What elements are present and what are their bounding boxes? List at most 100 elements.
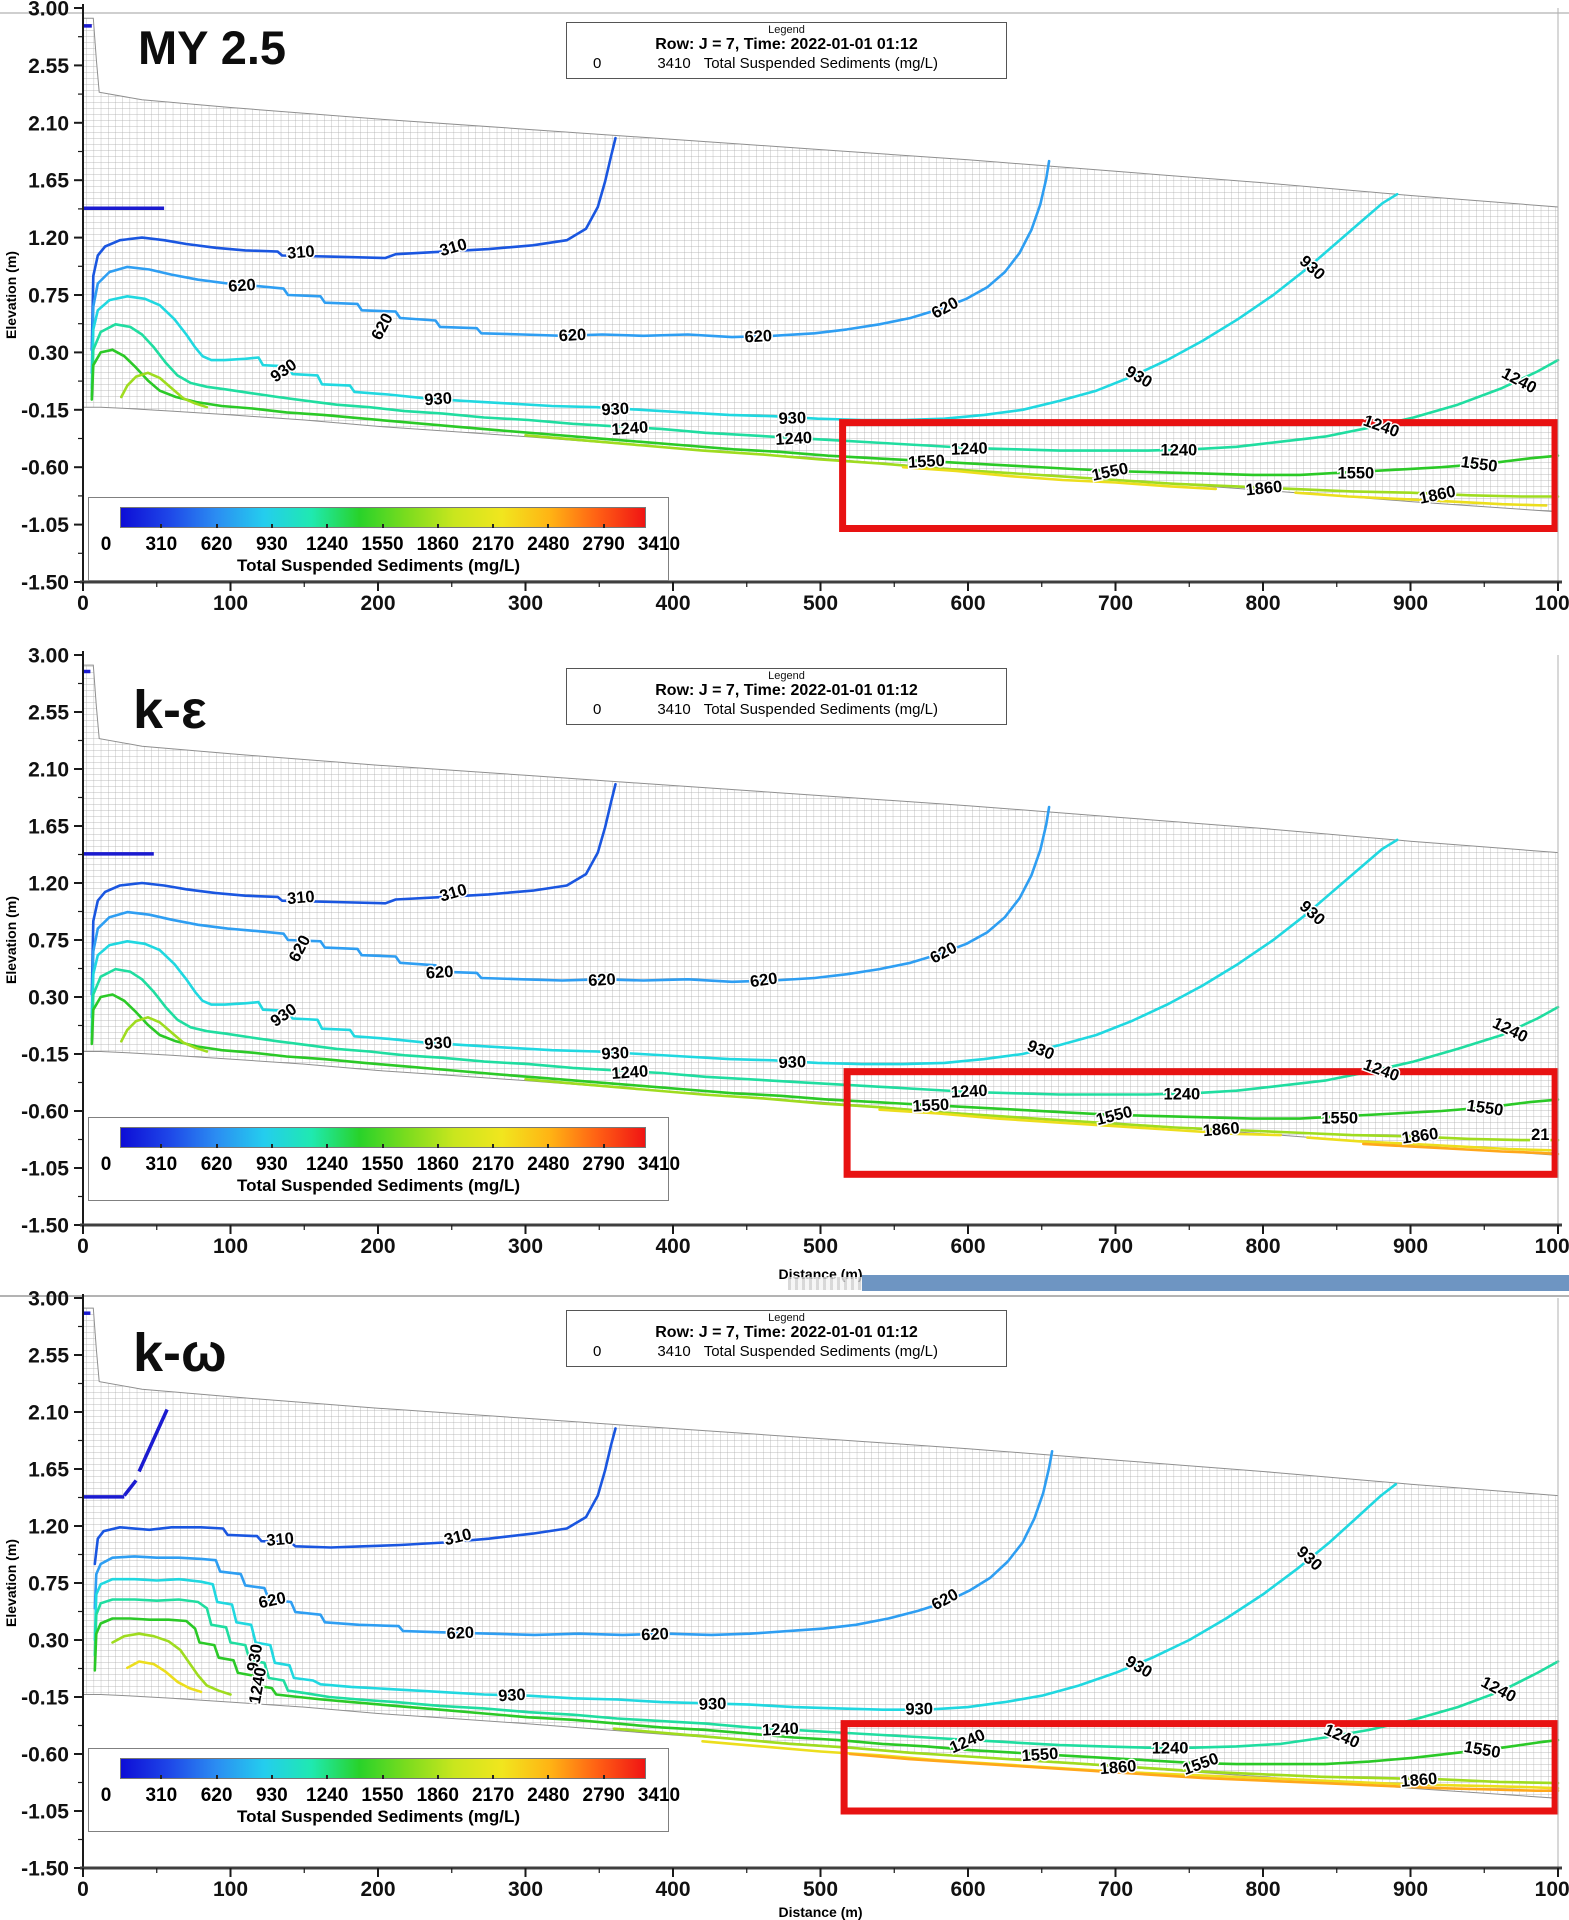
contour-1860-line bbox=[111, 1632, 232, 1696]
colorbar-tick bbox=[547, 1144, 550, 1148]
y-tick-label: 2.55 bbox=[28, 702, 69, 725]
legend-header: Legend bbox=[768, 670, 805, 682]
contour-1860-label: 1860 bbox=[1099, 1757, 1137, 1778]
y-tick-label: -0.15 bbox=[21, 399, 69, 422]
colorbar-tick-label: 1860 bbox=[416, 1154, 459, 1175]
x-tick-label: 800 bbox=[1245, 1878, 1280, 1901]
contour-1240-label: 1240 bbox=[951, 439, 988, 458]
contour-1550-label: 1550 bbox=[1021, 1745, 1059, 1766]
colorbar-tick bbox=[326, 1144, 329, 1148]
colorbar-tick-label: 310 bbox=[145, 534, 178, 555]
colorbar-tick bbox=[602, 524, 605, 528]
colorbar-tick-label: 1240 bbox=[306, 1154, 349, 1175]
contour-620-line bbox=[90, 805, 1051, 1019]
y-tick-label: 1.20 bbox=[28, 227, 69, 250]
y-tick-label: 0.30 bbox=[28, 342, 69, 365]
y-tick-label: -1.50 bbox=[21, 1215, 69, 1238]
contour-930-label: 930 bbox=[778, 1053, 806, 1072]
contour-1860-label: 1860 bbox=[1400, 1770, 1438, 1791]
colorbar-tick bbox=[215, 524, 218, 528]
colorbar-tick bbox=[381, 524, 384, 528]
legend-max: 3410 bbox=[657, 701, 691, 718]
highlight-red-box bbox=[839, 419, 1559, 533]
contour-620-label: 620 bbox=[446, 1624, 474, 1643]
colorbar-tick bbox=[602, 1144, 605, 1148]
y-axis-title: Elevation (m) bbox=[3, 1539, 19, 1627]
legend-box: Legend Row: J = 7, Time: 2022-01-01 01:1… bbox=[566, 668, 1007, 725]
colorbar-tick bbox=[492, 1144, 495, 1148]
x-tick-label: 200 bbox=[360, 1235, 395, 1258]
colorbar-tick-label: 930 bbox=[256, 534, 288, 555]
y-tick-label: -1.05 bbox=[21, 514, 69, 537]
contour-930-label: 930 bbox=[699, 1695, 727, 1714]
colorbar-tick-label: 930 bbox=[256, 1154, 288, 1175]
legend-series-label: Total Suspended Sediments (mg/L) bbox=[703, 1343, 939, 1360]
contour-1240-label: 1240 bbox=[611, 418, 649, 439]
legend-range-entry: 0 3410 Total Suspended Sediments (mg/L) bbox=[567, 701, 1006, 718]
legend-row-time: Row: J = 7, Time: 2022-01-01 01:12 bbox=[655, 36, 918, 53]
colorbar-tick-label: 310 bbox=[145, 1154, 178, 1175]
y-tick-label: -0.60 bbox=[21, 1744, 69, 1767]
y-tick-label: 2.55 bbox=[28, 1345, 69, 1368]
y-tick-label: 0.30 bbox=[28, 987, 69, 1010]
contour-620-label: 620 bbox=[744, 327, 772, 346]
contour-1240-line bbox=[93, 1598, 1560, 1749]
contour-930-line bbox=[90, 192, 1399, 422]
colorbar-tick bbox=[436, 524, 439, 528]
mesh-domain bbox=[82, 1307, 1559, 1799]
colorbar-tick bbox=[215, 1144, 218, 1148]
colorbar-tick bbox=[326, 524, 329, 528]
contour-310-line bbox=[93, 1427, 617, 1566]
x-tick-label: 100 bbox=[213, 1878, 248, 1901]
contour-1240-label: 1240 bbox=[762, 1720, 800, 1740]
contour-1240-label: 1240 bbox=[611, 1062, 649, 1083]
colorbar-tick bbox=[602, 1775, 605, 1779]
contour-1240-label: 1240 bbox=[775, 429, 813, 449]
y-tick-label: -0.15 bbox=[21, 1044, 69, 1067]
colorbar-tick bbox=[326, 1775, 329, 1779]
legend-box: Legend Row: J = 7, Time: 2022-01-01 01:1… bbox=[566, 22, 1007, 79]
colorbar-tick bbox=[381, 1775, 384, 1779]
contour-310-label: 310 bbox=[286, 888, 315, 908]
legend-range-entry: 0 3410 Total Suspended Sediments (mg/L) bbox=[567, 1343, 1006, 1360]
y-tick-label: -1.05 bbox=[21, 1801, 69, 1824]
colorbar-title: Total Suspended Sediments (mg/L) bbox=[236, 1807, 521, 1826]
boundary-mark bbox=[122, 1479, 138, 1497]
x-tick-label: 700 bbox=[1098, 1235, 1133, 1258]
colorbar-tick-label: 1240 bbox=[306, 1785, 349, 1806]
legend-box: Legend Row: J = 7, Time: 2022-01-01 01:1… bbox=[566, 1310, 1007, 1367]
render-artifact bbox=[788, 1277, 862, 1290]
colorbar-tick bbox=[547, 1775, 550, 1779]
contour-1550-label: 1550 bbox=[1460, 453, 1499, 476]
x-tick-label: 500 bbox=[803, 1235, 838, 1258]
x-tick-label: 500 bbox=[803, 592, 838, 615]
x-tick-label: 200 bbox=[360, 1878, 395, 1901]
colorbar-tick bbox=[381, 1144, 384, 1148]
colorbar-tick bbox=[492, 1775, 495, 1779]
contour-620-line bbox=[90, 159, 1051, 375]
contour-2170-label: 21 bbox=[1531, 1126, 1549, 1144]
colorbar-tick-label: 2480 bbox=[527, 534, 570, 555]
y-tick-label: 0.30 bbox=[28, 1630, 69, 1653]
highlight-red-box bbox=[843, 1068, 1559, 1178]
legend-series-label: Total Suspended Sediments (mg/L) bbox=[703, 55, 939, 72]
legend-max: 3410 bbox=[657, 1343, 691, 1360]
x-tick-label: 400 bbox=[655, 1878, 690, 1901]
legend-min: 0 bbox=[593, 1343, 602, 1360]
contour-1240-label: 1240 bbox=[1152, 1740, 1189, 1758]
legend-max: 3410 bbox=[657, 55, 691, 72]
colorbar-tick-label: 3410 bbox=[637, 1154, 681, 1175]
x-tick-label: 400 bbox=[655, 1235, 690, 1258]
colorbar-tick-label: 2790 bbox=[582, 1154, 625, 1175]
y-tick-label: 1.65 bbox=[28, 816, 69, 839]
x-tick-label: 1000 bbox=[1535, 592, 1569, 615]
colorbar-tick bbox=[160, 1144, 163, 1148]
contour-930-label: 930 bbox=[424, 1034, 453, 1054]
y-tick-label: 0.75 bbox=[28, 930, 69, 953]
contour-620-label: 620 bbox=[588, 971, 616, 990]
contour-620-label: 620 bbox=[228, 276, 257, 296]
x-tick-label: 600 bbox=[950, 1878, 985, 1901]
x-tick-label: 700 bbox=[1098, 592, 1133, 615]
